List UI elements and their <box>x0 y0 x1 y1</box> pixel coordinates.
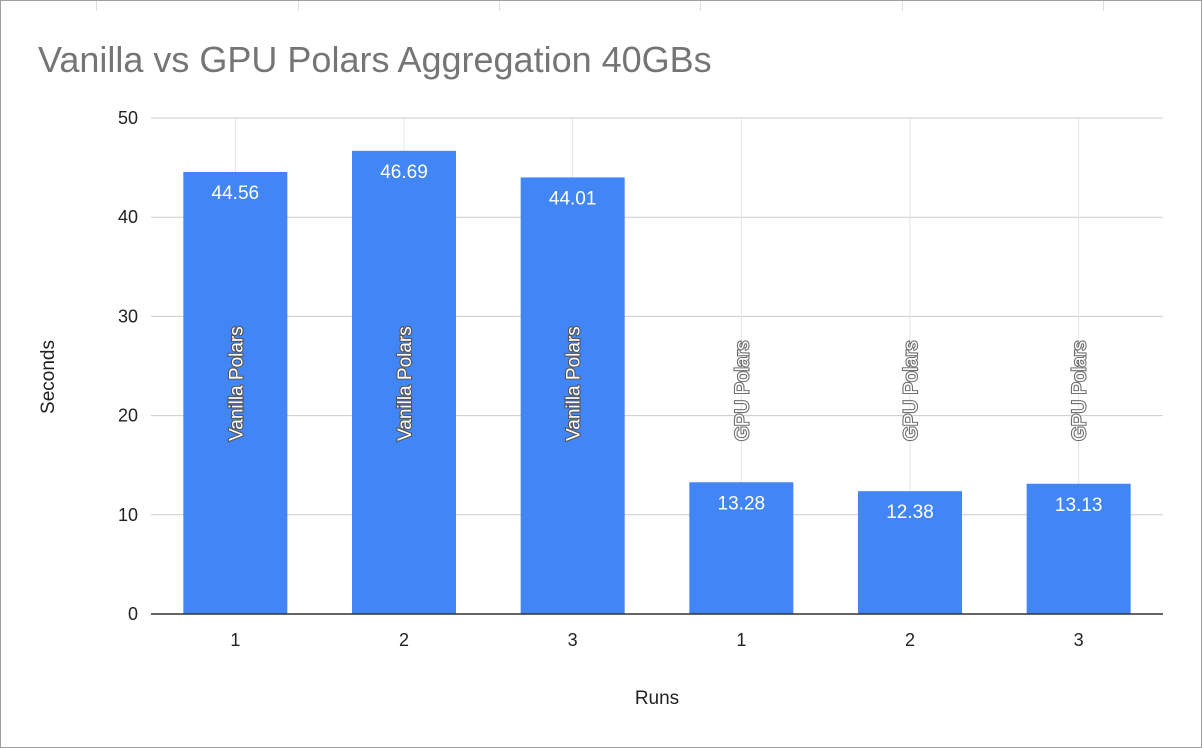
bar-series-label: GPU Polars <box>1070 341 1091 441</box>
x-tick-label: 3 <box>1074 630 1084 650</box>
column-guide <box>1103 1 1104 11</box>
x-tick-label: 2 <box>399 630 409 650</box>
sheet-column-guides <box>1 1 1201 11</box>
y-tick-label: 20 <box>118 406 138 426</box>
bar <box>352 150 456 614</box>
x-tick-label: 3 <box>568 630 578 650</box>
bar-series-label: Vanilla Polars <box>395 326 416 441</box>
bar <box>183 171 288 615</box>
bar-series-label: GPU Polars <box>732 341 753 441</box>
column-guide <box>96 1 97 11</box>
y-tick-label: 50 <box>118 108 138 128</box>
x-axis-title: Runs <box>635 688 679 709</box>
x-tick-label: 1 <box>230 630 240 650</box>
bar-value-label: 13.28 <box>718 493 766 514</box>
x-tick-label: 1 <box>736 630 746 650</box>
bar-series-label: GPU Polars <box>901 341 922 441</box>
bar <box>1026 483 1131 614</box>
bar-value-label: 44.01 <box>549 188 597 209</box>
y-tick-label: 30 <box>118 306 138 326</box>
y-axis-title: Seconds <box>38 340 59 414</box>
y-tick-label: 40 <box>118 207 138 227</box>
bar-value-label: 46.69 <box>380 162 428 183</box>
column-guide <box>499 1 500 11</box>
bar-series-label: Vanilla Polars <box>226 326 247 441</box>
bar-series-label: Vanilla Polars <box>564 326 585 441</box>
bar <box>858 491 962 614</box>
column-guide <box>902 1 903 11</box>
y-tick-label: 10 <box>118 505 138 525</box>
bar-value-label: 44.56 <box>212 183 260 204</box>
chart-title: Vanilla vs GPU Polars Aggregation 40GBs <box>38 39 712 80</box>
y-tick-label: 0 <box>128 604 138 624</box>
bar-value-label: 13.13 <box>1055 495 1103 516</box>
x-tick-label: 2 <box>905 630 915 650</box>
bar <box>689 482 794 614</box>
bar <box>520 177 625 614</box>
column-guide <box>700 1 701 11</box>
column-guide <box>298 1 299 11</box>
bar-value-label: 12.38 <box>886 502 934 523</box>
